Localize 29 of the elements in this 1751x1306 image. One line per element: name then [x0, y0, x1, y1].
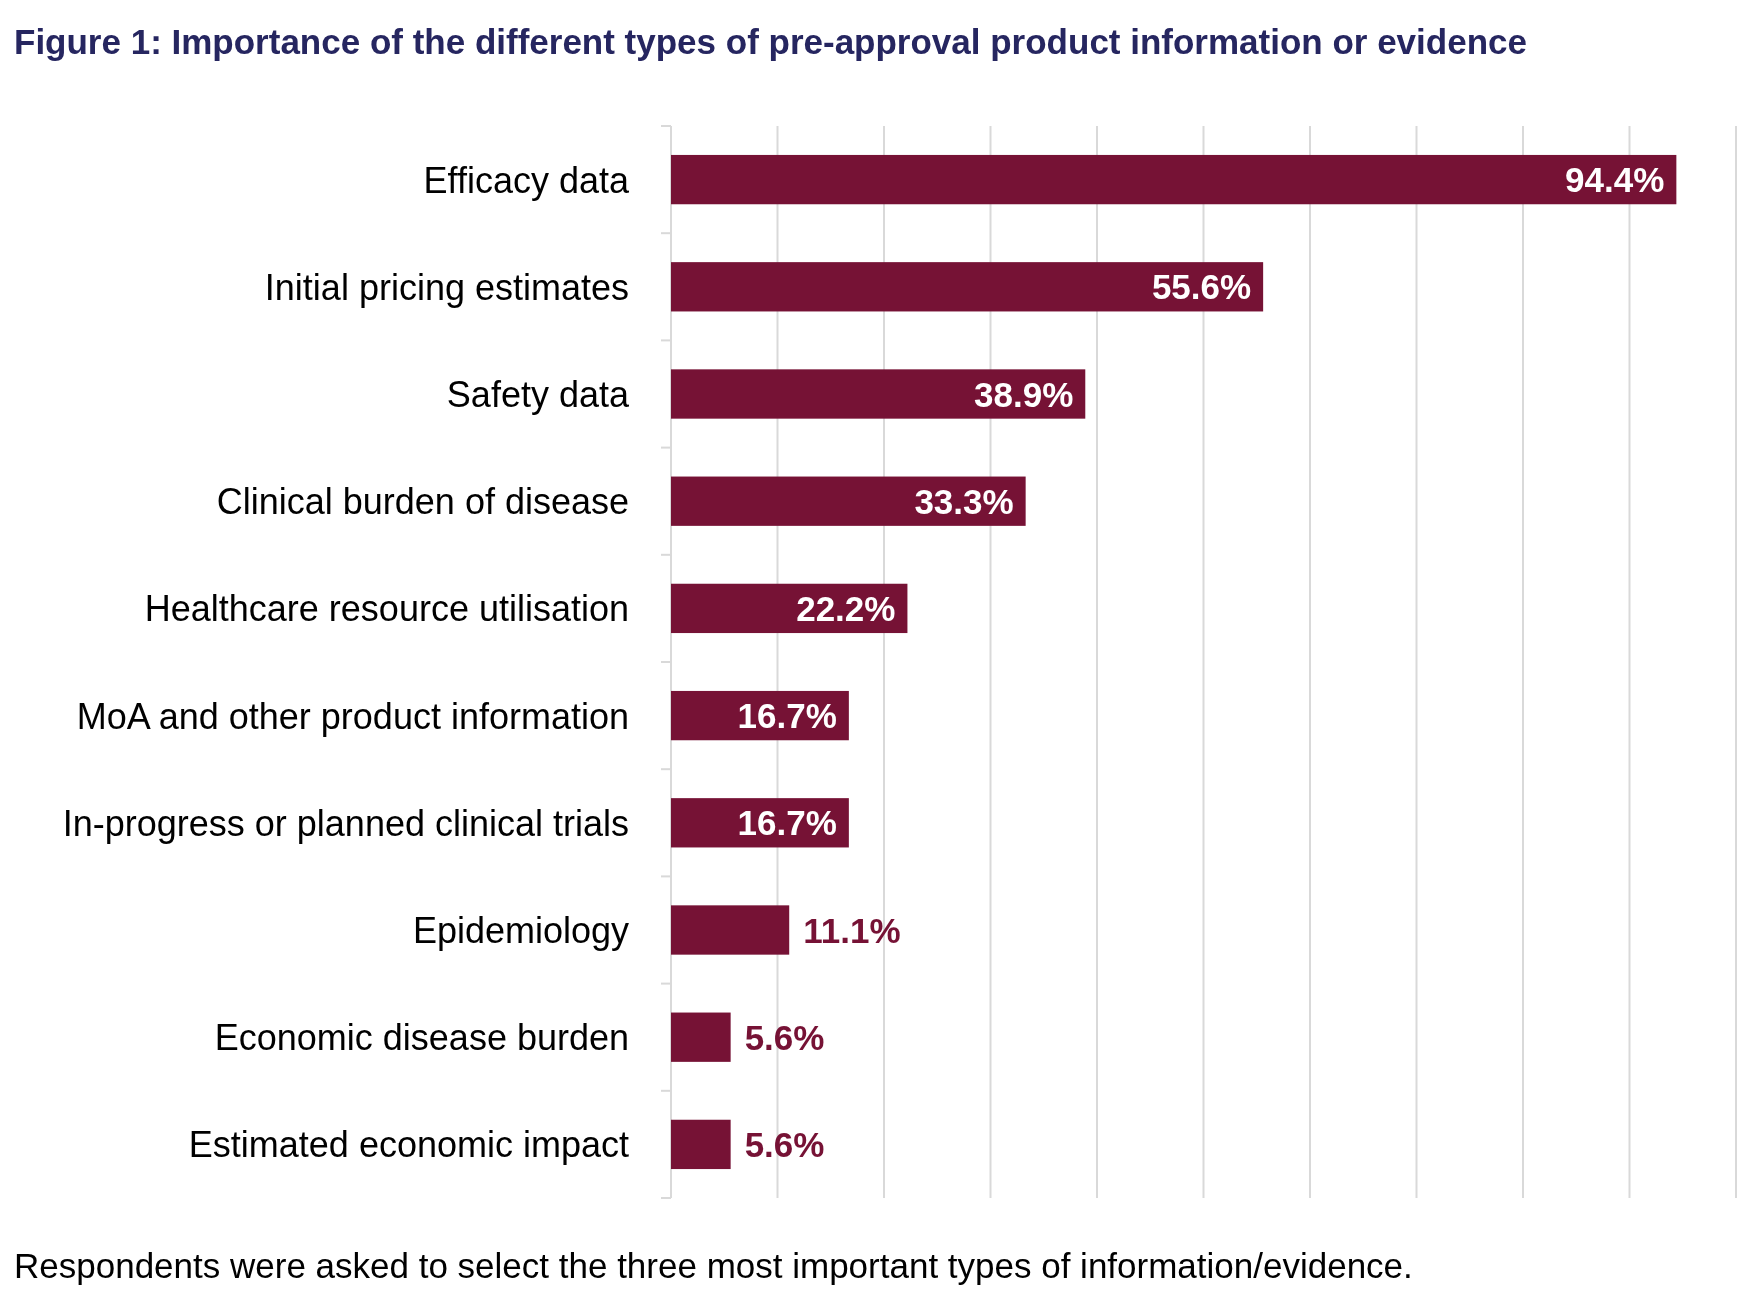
- bar: [671, 369, 1086, 419]
- data-label: 22.2%: [796, 589, 896, 628]
- bar: [671, 1119, 731, 1170]
- y-tick-label: Safety data: [446, 373, 630, 415]
- data-label: 33.3%: [914, 481, 1014, 521]
- y-tick-label: Efficacy data: [423, 159, 630, 201]
- y-tick-label: Healthcare resource utilisation: [144, 588, 629, 630]
- data-label: 16.7%: [737, 696, 837, 736]
- bar: [671, 262, 1264, 312]
- y-tick-label: MoA and other product information: [76, 695, 629, 737]
- data-label: 94.4%: [1565, 160, 1665, 200]
- y-tick-label: Initial pricing estimates: [264, 266, 629, 308]
- bar: [671, 154, 1677, 205]
- y-tick-label: In-progress or planned clinical trials: [62, 802, 629, 844]
- data-label: 38.9%: [974, 374, 1074, 414]
- bar: [671, 1012, 731, 1062]
- y-tick-label: Economic disease burden: [214, 1017, 629, 1059]
- data-label: 55.6%: [1151, 267, 1252, 307]
- chart-title: Figure 1: Importance of the different types of pre-approval product information or evidence: [14, 22, 1527, 61]
- y-tick-label: Estimated economic impact: [188, 1124, 629, 1166]
- text: Respondents were asked to select the three most important types of information/evidence.: [14, 1246, 1413, 1285]
- data-label: 5.6%: [744, 1125, 825, 1164]
- y-tick-label: Clinical burden of disease: [216, 481, 629, 523]
- bar: [671, 476, 1026, 526]
- data-label: 5.6%: [744, 1017, 825, 1057]
- bar: [671, 905, 790, 955]
- data-label: 11.1%: [803, 910, 901, 950]
- y-tick-label: Epidemiology: [412, 909, 629, 951]
- data-label: 16.7%: [737, 803, 837, 843]
